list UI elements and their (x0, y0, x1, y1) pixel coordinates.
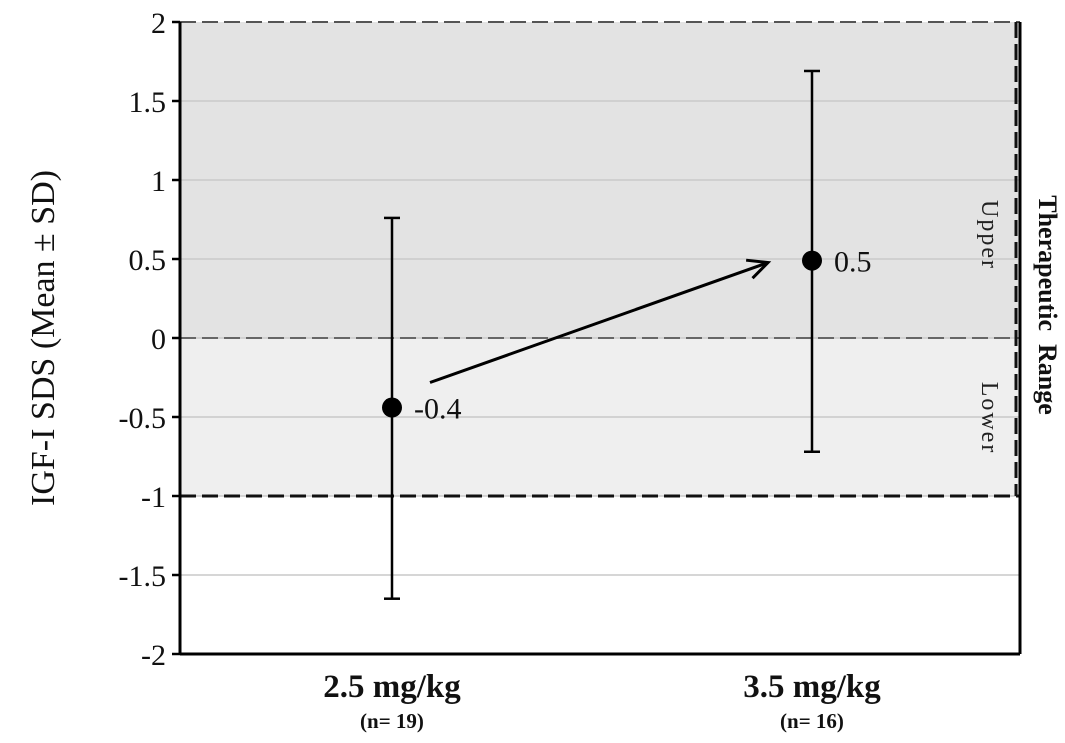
data-points (382, 250, 822, 418)
y-axis-label: IGF-I SDS (Mean ± SD) (25, 170, 62, 506)
y-tick-label: 2 (151, 7, 166, 40)
therapeutic-range-label: Therapeutic Range (1033, 195, 1062, 415)
data-point (382, 397, 402, 418)
y-tick-label: 0 (151, 323, 166, 356)
trend-arrow (429, 258, 772, 384)
y-tick-label: 1.5 (129, 86, 167, 119)
y-tick-label: -2 (141, 639, 166, 672)
y-tick-label: -0.5 (119, 402, 167, 435)
band-label-lower: Lower (976, 382, 1002, 455)
y-tick-label: -1.5 (119, 560, 167, 593)
y-tick-label: 0.5 (129, 244, 167, 277)
y-tick-labels: 2 1.5 1 0.5 0 -0.5 -1 -1.5 -2 (119, 7, 167, 672)
x-category-labels: 2.5 mg/kg (n= 19) 3.5 mg/kg (n= 16) (323, 669, 881, 733)
arrow-shaft (429, 261, 769, 384)
data-labels: -0.4 0.5 (414, 246, 872, 426)
y-tick-label: -1 (141, 481, 166, 514)
data-point (802, 250, 822, 271)
range-dashed-lines (180, 21, 1020, 498)
arrow-head (745, 258, 772, 280)
axes (172, 20, 1022, 656)
band-text: IGF-I SDS (Mean ± SD) Upper Lower Therap… (25, 170, 1062, 506)
y-tick-label: 1 (151, 165, 166, 198)
x-category-label: 3.5 mg/kg (743, 669, 881, 705)
data-label: 0.5 (834, 246, 872, 279)
data-label: -0.4 (414, 393, 462, 426)
sample-size-label: (n= 19) (360, 709, 424, 733)
sample-size-label: (n= 16) (780, 709, 844, 733)
band-label-upper: Upper (976, 200, 1002, 270)
x-category-label: 2.5 mg/kg (323, 669, 461, 705)
